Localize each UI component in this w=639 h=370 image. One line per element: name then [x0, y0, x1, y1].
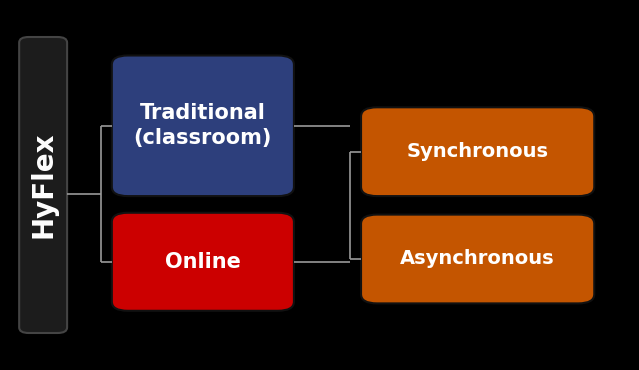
- FancyBboxPatch shape: [19, 37, 67, 333]
- FancyBboxPatch shape: [112, 56, 294, 196]
- Text: HyFlex: HyFlex: [29, 132, 57, 238]
- FancyBboxPatch shape: [361, 215, 594, 303]
- Text: Online: Online: [165, 252, 241, 272]
- Text: Synchronous: Synchronous: [406, 142, 549, 161]
- Text: Asynchronous: Asynchronous: [401, 249, 555, 269]
- FancyBboxPatch shape: [361, 107, 594, 196]
- Text: Traditional
(classroom): Traditional (classroom): [134, 103, 272, 148]
- FancyBboxPatch shape: [112, 213, 294, 311]
